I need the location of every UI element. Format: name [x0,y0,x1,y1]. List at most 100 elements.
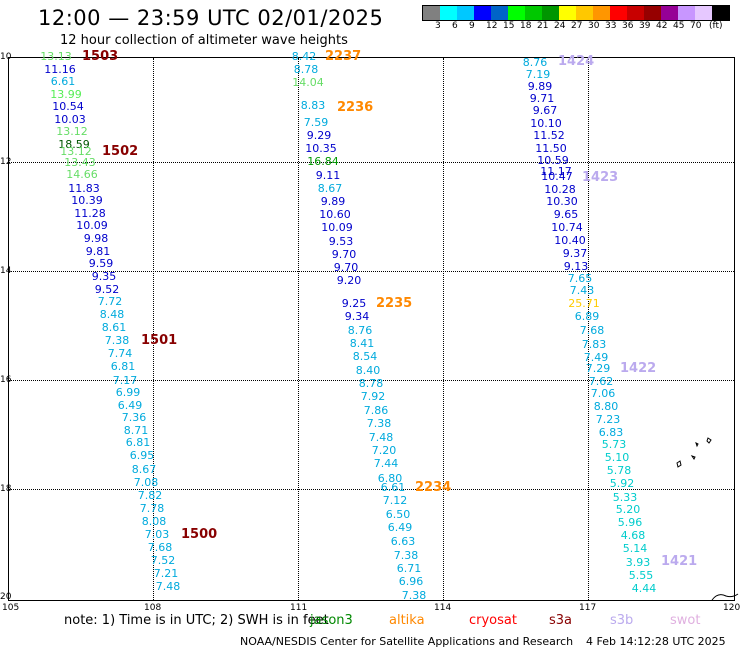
wave-height-value: 7.74 [107,347,133,360]
pass-time-label: 1422 [620,361,657,376]
color-swatch [593,6,610,20]
wave-height-value: 7.12 [382,494,408,507]
wave-height-value: 7.62 [588,375,614,388]
parallel-16 [9,380,734,381]
wave-height-value: 7.38 [104,334,130,347]
wave-height-value: 7.20 [371,444,397,457]
color-scale-tick: 27 [571,21,583,31]
wave-height-value: 9.70 [333,261,359,274]
wave-height-value: 10.28 [544,183,576,196]
wave-height-value: 10.59 [537,154,569,167]
wave-height-value: 7.65 [567,272,593,285]
color-swatch [627,6,644,20]
wave-height-value: 8.40 [355,364,381,377]
wave-height-value: 7.03 [144,528,170,541]
wave-height-value: 7.43 [569,284,595,297]
wave-height-value: 9.67 [532,104,558,117]
wave-height-value: 7.17 [112,374,138,387]
lon-label-117: 117 [579,603,597,613]
wave-height-value: 7.29 [585,362,611,375]
wave-height-value: 7.78 [139,502,165,515]
color-swatch [661,6,678,20]
wave-height-value: 9.25 [341,297,367,310]
wave-height-value: 10.47 [541,170,573,183]
wave-height-value: 9.89 [320,195,346,208]
color-scale [422,5,730,21]
pass-time-label: 1500 [181,527,218,542]
wave-height-value: 6.49 [117,399,143,412]
wave-height-value: 25.71 [568,297,600,310]
wave-height-value: 8.78 [293,63,319,76]
wave-height-value: 8.67 [131,463,157,476]
pass-time-label: 2234 [415,480,452,495]
pass-time-label: 1503 [82,49,119,64]
color-scale-tick: 3 [435,21,441,31]
wave-height-value: 7.48 [155,580,181,593]
wave-height-value: 8.76 [522,56,548,69]
wave-height-value: 7.21 [153,567,179,580]
color-scale-tick: 36 [622,21,634,31]
lat-label-10: 10 [0,52,12,62]
color-scale-tick: 70 [690,21,702,31]
coastline-shape [711,593,739,601]
wave-height-value: 10.10 [530,117,562,130]
color-swatch [525,6,542,20]
wave-height-value: 8.80 [593,400,619,413]
wave-height-value: 5.92 [609,477,635,490]
wave-height-value: 7.86 [363,404,389,417]
color-swatch [695,6,712,20]
wave-height-value: 5.14 [622,542,648,555]
wave-height-value: 8.83 [300,99,326,112]
parallel-14 [9,271,734,272]
pass-time-label: 1423 [582,170,619,185]
wave-height-value: 8.41 [349,337,375,350]
wave-height-value: 9.37 [562,247,588,260]
wave-height-value: 6.71 [396,562,422,575]
satellite-legend-item: s3a [549,613,573,628]
meridian-117 [588,58,589,600]
wave-height-value: 13.12 [56,125,88,138]
wave-height-value: 4.44 [631,582,657,595]
wave-height-value: 9.71 [529,92,555,105]
wave-height-value: 10.74 [551,221,583,234]
wave-height-value: 13.99 [50,88,82,101]
wave-height-value: 6.99 [115,386,141,399]
wave-height-value: 9.53 [328,235,354,248]
wave-height-value: 5.33 [612,491,638,504]
wave-height-value: 7.92 [360,390,386,403]
wave-height-value: 7.38 [401,589,427,602]
wave-height-value: 7.68 [579,324,605,337]
timestamp-text: 4 Feb 14:12:28 UTC 2025 [586,635,726,648]
wave-height-value: 7.49 [583,351,609,364]
wave-height-value: 8.67 [317,182,343,195]
wave-height-value: 18.59 [58,138,90,151]
lon-label-108: 108 [144,603,162,613]
wave-height-value: 6.63 [390,535,416,548]
wave-height-value: 8.08 [141,515,167,528]
page-title: 12:00 — 23:59 UTC 02/01/2025 [38,6,384,30]
lat-label-14: 14 [0,266,12,276]
wave-height-value: 7.38 [393,549,419,562]
wave-height-value: 3.93 [625,556,651,569]
wave-height-value: 10.30 [546,195,578,208]
wave-height-value: 10.39 [71,194,103,207]
wave-height-value: 7.72 [97,295,123,308]
meridian-114 [443,58,444,600]
wave-height-value: 9.34 [344,310,370,323]
map-panel [8,57,735,601]
lat-label-16: 16 [0,375,12,385]
meridian-108 [153,58,154,600]
lat-label-18: 18 [0,484,12,494]
wave-height-value: 9.59 [88,257,114,270]
pass-time-label: 2237 [325,49,362,64]
wave-height-value: 14.66 [66,168,98,181]
wave-height-value: 6.81 [125,436,151,449]
lat-label-20: 20 [0,592,12,602]
wave-height-value: 10.09 [321,221,353,234]
color-scale-tick: 24 [554,21,566,31]
wave-height-value: 9.29 [306,129,332,142]
color-swatch [559,6,576,20]
wave-height-value: 7.38 [366,417,392,430]
satellite-legend-item: swot [670,613,701,628]
wave-height-value: 10.60 [319,208,351,221]
